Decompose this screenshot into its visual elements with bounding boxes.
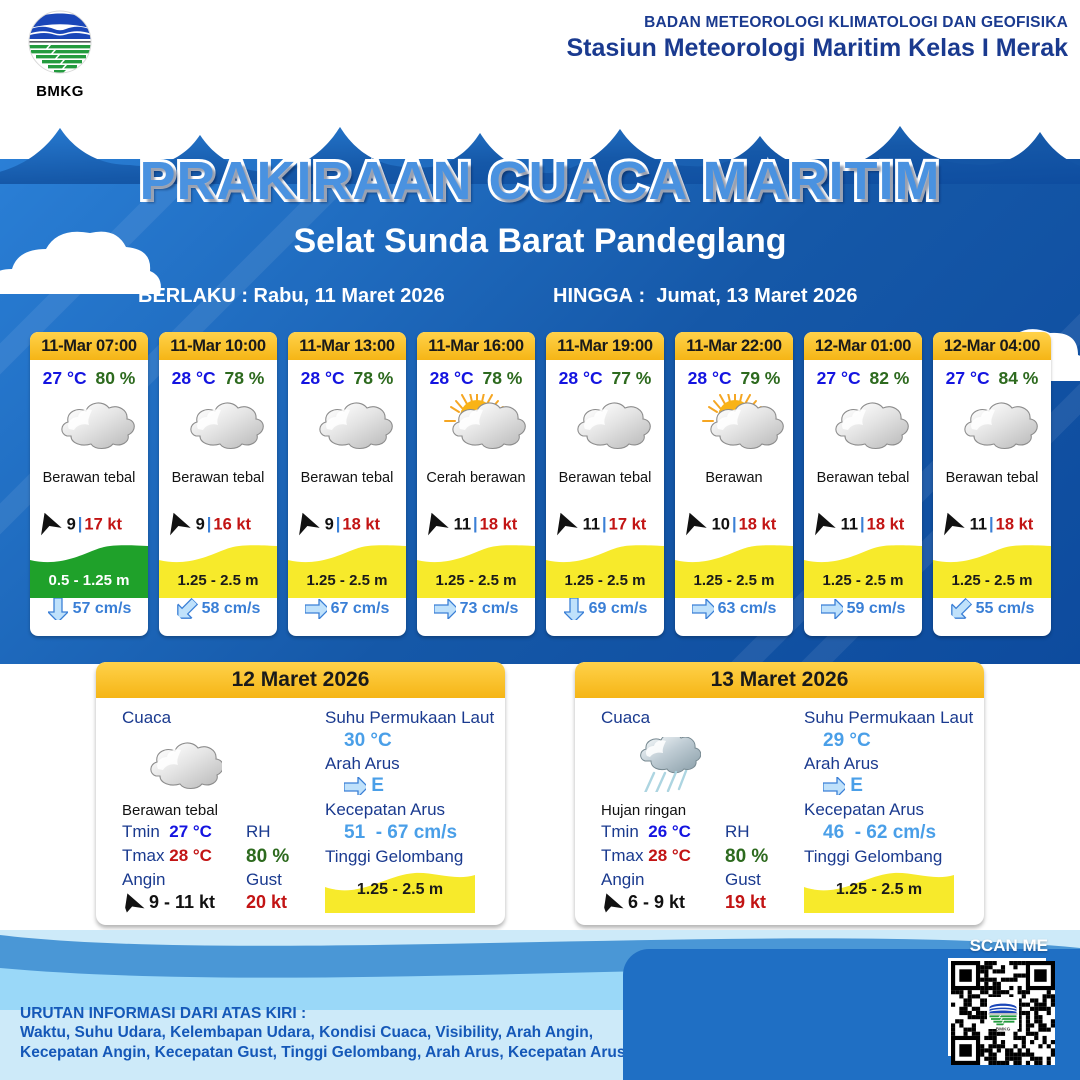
svg-text:BMKG: BMKG — [996, 1026, 1011, 1032]
